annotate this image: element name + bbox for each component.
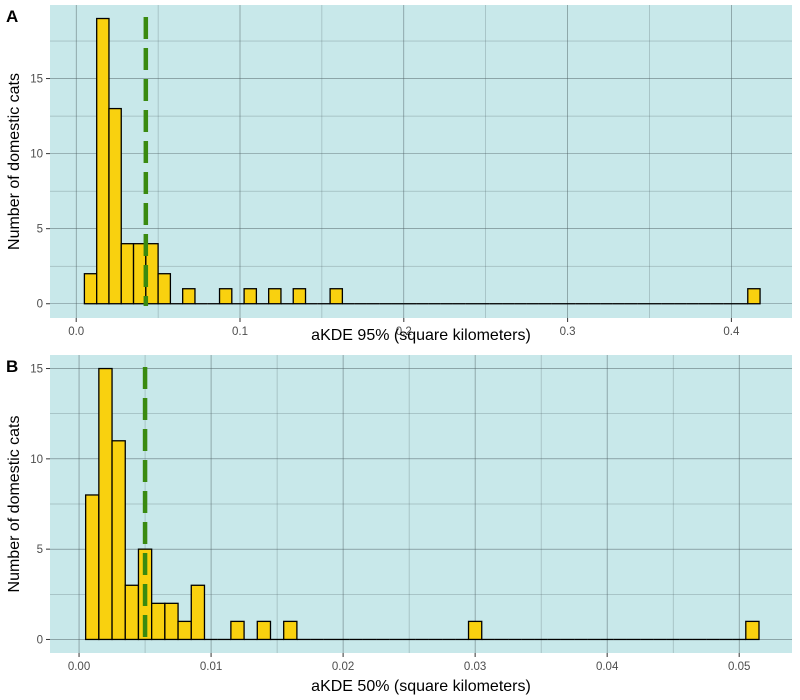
histogram-bar xyxy=(108,107,122,305)
panel-label: B xyxy=(6,357,18,376)
histogram-bar xyxy=(151,602,166,641)
y-tick-label: 10 xyxy=(30,149,43,161)
histogram-bar xyxy=(111,440,126,641)
y-tick-label: 0 xyxy=(37,299,43,311)
y-tick-label: 15 xyxy=(30,74,43,86)
histogram-bar xyxy=(283,620,298,641)
y-tick-label: 15 xyxy=(30,364,43,376)
x-tick-label: 0.03 xyxy=(464,661,486,673)
x-axis-title: aKDE 95% (square kilometers) xyxy=(311,327,531,344)
panel-a: 0.0 0.1 0.2 0.3 0.4 0 5 10 15 aKDE 95% (square ki… xyxy=(6,5,792,344)
histogram-bar xyxy=(329,288,344,305)
x-axis-title: aKDE 50% (square kilometers) xyxy=(311,678,531,695)
x-tick-label: 0.2 xyxy=(396,326,412,338)
x-tick-label: 0.0 xyxy=(68,326,84,338)
histogram-bar xyxy=(120,243,135,305)
y-tick-label: 5 xyxy=(37,544,43,556)
x-tick-label: 0.00 xyxy=(68,661,90,673)
histogram-bar xyxy=(182,288,196,305)
x-tick-label: 0.04 xyxy=(596,661,619,673)
y-axis-title: Number of domestic cats xyxy=(6,73,23,250)
histogram-bar xyxy=(243,288,258,305)
panel-b: 0.00 0.01 0.02 0.03 0.04 0.05 0 5 10 15 aKDE 50% (… xyxy=(6,355,792,695)
x-tick-label: 0.4 xyxy=(723,326,740,338)
x-tick-label: 0.1 xyxy=(232,326,248,338)
histogram-bar xyxy=(256,620,272,641)
histogram-bar xyxy=(164,602,179,641)
y-tick-label: 5 xyxy=(37,224,43,236)
x-tick-label: 0.3 xyxy=(560,326,576,338)
histogram-bar xyxy=(84,494,100,641)
y-tick-label: 10 xyxy=(30,454,43,466)
panel-label: A xyxy=(6,7,18,26)
histogram-bar xyxy=(745,620,760,641)
x-tick-label: 0.05 xyxy=(728,661,750,673)
histogram-bar xyxy=(157,273,172,305)
histogram-bar xyxy=(268,288,282,305)
histogram-bar xyxy=(98,367,113,641)
histogram-bar xyxy=(96,17,110,305)
x-tick-label: 0.02 xyxy=(332,661,354,673)
histogram-bar xyxy=(124,584,140,641)
histogram-bar xyxy=(292,288,307,305)
histogram-bar xyxy=(747,288,761,305)
histogram-bar xyxy=(230,620,245,641)
y-tick-label: 0 xyxy=(37,634,43,646)
histogram-bar xyxy=(190,584,206,641)
histogram-bar xyxy=(177,620,192,641)
y-axis-title: Number of domestic cats xyxy=(6,416,23,593)
plot-background xyxy=(50,5,792,318)
histogram-bar xyxy=(467,620,483,641)
histogram-bar xyxy=(83,273,98,305)
histogram-bar xyxy=(218,288,233,305)
x-tick-label: 0.01 xyxy=(200,661,222,673)
